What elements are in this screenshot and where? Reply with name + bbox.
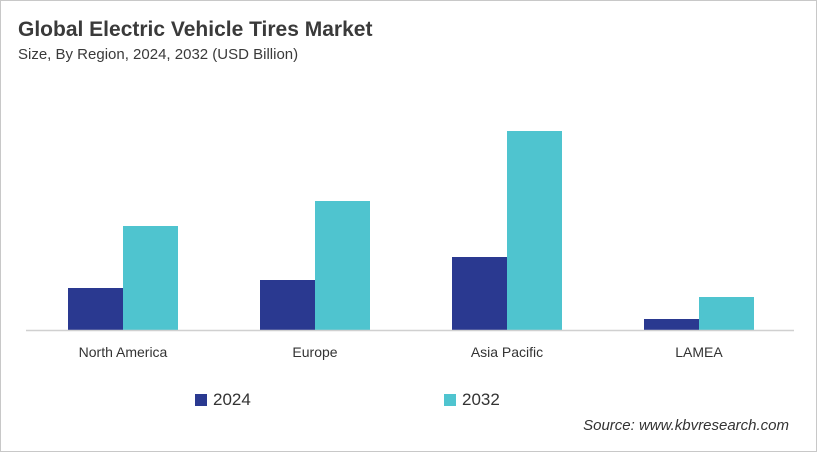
chart-title: Global Electric Vehicle Tires Market	[18, 18, 373, 41]
bar-asia-pacific-2032	[507, 131, 562, 330]
legend-label-2024: 2024	[213, 390, 251, 409]
legend-swatch-2032	[444, 394, 456, 406]
legend-label-2032: 2032	[462, 390, 500, 409]
legend-item-2032: 2032	[444, 390, 500, 410]
bar-asia-pacific-2024	[452, 257, 507, 330]
x-tick-label: Europe	[292, 344, 337, 360]
x-tick-label: Asia Pacific	[471, 344, 543, 360]
legend-item-2024: 2024	[195, 390, 251, 410]
legend-swatch-2024	[195, 394, 207, 406]
bar-north-america-2032	[123, 226, 178, 330]
bar-lamea-2024	[644, 319, 699, 330]
x-tick-label: North America	[79, 344, 168, 360]
bar-europe-2024	[260, 280, 315, 330]
bar-lamea-2032	[699, 297, 754, 330]
bar-europe-2032	[315, 201, 370, 330]
source-note: Source: www.kbvresearch.com	[583, 417, 789, 434]
x-tick-label: LAMEA	[675, 344, 723, 360]
bar-north-america-2024	[68, 288, 123, 330]
chart-subtitle: Size, By Region, 2024, 2032 (USD Billion…	[18, 46, 299, 63]
